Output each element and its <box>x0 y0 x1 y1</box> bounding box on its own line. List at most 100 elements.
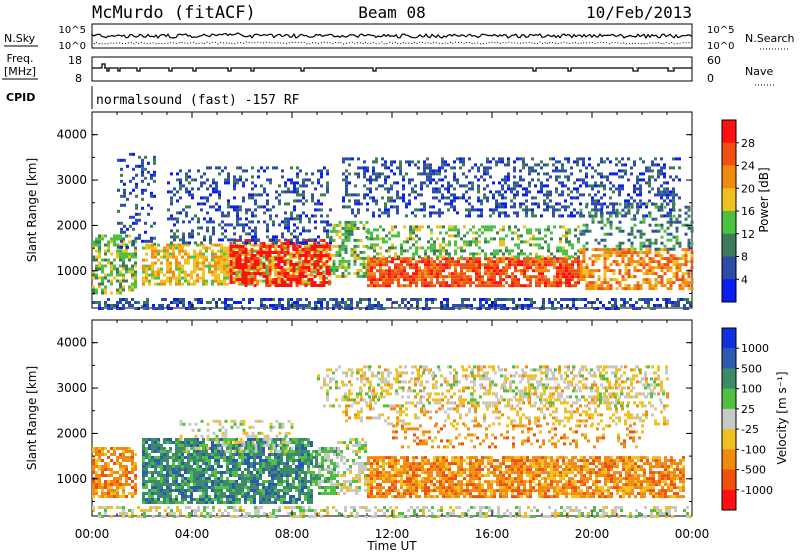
heatmap-cell <box>663 163 666 166</box>
heatmap-cell <box>314 260 317 263</box>
heatmap-cell <box>438 208 441 211</box>
heatmap-cell <box>260 166 263 169</box>
heatmap-cell <box>580 215 583 218</box>
heatmap-cell <box>275 304 278 307</box>
heatmap-cell <box>290 190 293 193</box>
heatmap-cell <box>432 196 435 199</box>
heatmap-cell <box>233 506 236 509</box>
heatmap-cell <box>565 237 568 240</box>
heatmap-cell <box>559 269 562 272</box>
heatmap-cell <box>391 272 394 275</box>
heatmap-cell <box>296 301 299 304</box>
heatmap-cell <box>314 226 317 229</box>
heatmap-cell <box>506 298 509 301</box>
heatmap-cell <box>661 266 664 269</box>
heatmap-cell <box>314 248 317 251</box>
heatmap-cell <box>437 515 440 518</box>
heatmap-cell <box>439 263 442 266</box>
heatmap-cell <box>224 214 227 217</box>
heatmap-cell <box>110 238 113 241</box>
heatmap-cell <box>422 506 425 509</box>
heatmap-cell <box>559 257 562 260</box>
heatmap-cell <box>439 246 442 249</box>
heatmap-cell <box>269 181 272 184</box>
heatmap-cell <box>598 287 601 290</box>
heatmap-cell <box>528 172 531 175</box>
heatmap-cell <box>604 275 607 278</box>
heatmap-cell <box>217 265 220 268</box>
heatmap-cell <box>655 206 658 209</box>
heatmap-cell <box>472 237 475 240</box>
heatmap-cell <box>664 245 667 248</box>
heatmap-cell <box>254 229 257 232</box>
heatmap-cell <box>326 304 329 307</box>
heatmap-cell <box>333 269 336 272</box>
heatmap-cell <box>622 260 625 263</box>
heatmap-cell <box>625 206 628 209</box>
heatmap-cell <box>409 278 412 281</box>
heatmap-cell <box>117 159 120 162</box>
heatmap-cell <box>101 447 104 450</box>
heatmap-cell <box>520 249 523 252</box>
heatmap-cell <box>176 172 179 175</box>
heatmap-cell <box>314 281 317 284</box>
heatmap-cell <box>607 287 610 290</box>
heatmap-cell <box>502 284 505 287</box>
heatmap-cell <box>438 166 441 169</box>
heatmap-cell <box>345 248 348 251</box>
heatmap-cell <box>363 166 366 169</box>
heatmap-cell <box>652 203 655 206</box>
heatmap-cell <box>98 301 101 304</box>
heatmap-cell <box>543 184 546 187</box>
heatmap-cell <box>638 307 641 310</box>
heatmap-cell <box>424 266 427 269</box>
heatmap-cell <box>475 252 478 255</box>
heatmap-cell <box>639 157 642 160</box>
heatmap-cell <box>576 160 579 163</box>
heatmap-cell <box>546 205 549 208</box>
heatmap-cell <box>423 160 426 163</box>
heatmap-cell <box>418 255 421 258</box>
heatmap-cell <box>447 208 450 211</box>
heatmap-cell <box>197 220 200 223</box>
heatmap-cell <box>407 515 410 518</box>
heatmap-cell <box>642 160 645 163</box>
heatmap-cell <box>406 260 409 263</box>
heatmap-cell <box>470 304 473 307</box>
heatmap-cell <box>625 284 628 287</box>
heatmap-cell <box>323 284 326 287</box>
heatmap-cell <box>457 260 460 263</box>
heatmap-cell <box>676 239 679 242</box>
heatmap-cell <box>432 172 435 175</box>
heatmap-cell <box>290 238 293 241</box>
heatmap-cell <box>239 217 242 220</box>
heatmap-cell <box>251 196 254 199</box>
heatmap-cell <box>227 199 230 202</box>
heatmap-cell <box>135 219 138 222</box>
heatmap-cell <box>552 208 555 211</box>
heatmap-cell <box>604 260 607 263</box>
heatmap-cell <box>128 289 131 292</box>
heatmap-cell <box>572 298 575 301</box>
heatmap-cell <box>263 211 266 214</box>
heatmap-cell <box>679 221 682 224</box>
heatmap-cell <box>302 181 305 184</box>
heatmap-cell <box>486 169 489 172</box>
heatmap-cell <box>565 249 568 252</box>
heatmap-cell <box>469 257 472 260</box>
heatmap-cell <box>502 255 505 258</box>
heatmap-cell <box>272 281 275 284</box>
heatmap-cell <box>402 184 405 187</box>
heatmap-cell <box>430 266 433 269</box>
heatmap-cell <box>586 224 589 227</box>
heatmap-cell <box>296 238 299 241</box>
heatmap-cell <box>602 304 605 307</box>
heatmap-cell <box>394 272 397 275</box>
heatmap-cell <box>402 196 405 199</box>
heatmap-cell <box>514 225 517 228</box>
heatmap-cell <box>375 202 378 205</box>
heatmap-cell <box>650 298 653 301</box>
heatmap-cell <box>314 284 317 287</box>
heatmap-cell <box>226 250 229 253</box>
heatmap-cell <box>107 259 110 262</box>
